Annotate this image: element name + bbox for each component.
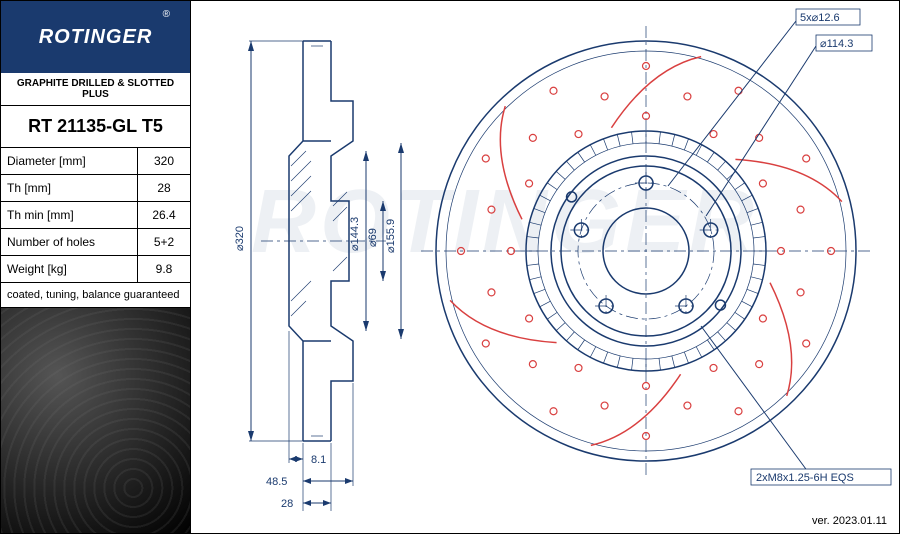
dim-outer-diameter: ⌀320 <box>234 226 246 251</box>
dim-thickness: 28 <box>281 498 293 510</box>
product-notes: coated, tuning, balance guaranteed <box>1 283 190 308</box>
brand-name: ROTINGER <box>39 26 153 49</box>
technical-drawing: ROTINGER <box>191 1 899 533</box>
label-bolt-pattern: 5x⌀12.6 <box>800 12 840 24</box>
spec-label: Diameter [mm] <box>1 148 138 174</box>
part-number: RT 21135-GL T5 <box>1 106 190 148</box>
spec-panel: ROTINGER ® GRAPHITE DRILLED & SLOTTED PL… <box>1 1 191 533</box>
spec-row: Diameter [mm]320 <box>1 148 190 175</box>
product-photo <box>1 308 190 533</box>
spec-label: Th [mm] <box>1 175 138 201</box>
drawing-svg: ⌀320 ⌀144.3 ⌀69 ⌀155.9 <box>191 1 900 533</box>
label-threads: 2xM8x1.25-6H EQS <box>756 472 854 484</box>
spec-label: Th min [mm] <box>1 202 138 228</box>
spec-row: Weight [kg]9.8 <box>1 256 190 283</box>
dim-d144: ⌀144.3 <box>349 217 361 251</box>
brand-logo: ROTINGER ® <box>1 1 190 73</box>
version-label: ver. 2023.01.11 <box>812 515 887 527</box>
dim-d155: ⌀155.9 <box>385 219 397 253</box>
spec-value: 9.8 <box>138 256 190 282</box>
product-subtitle: GRAPHITE DRILLED & SLOTTED PLUS <box>1 73 190 106</box>
side-view: ⌀320 ⌀144.3 ⌀69 ⌀155.9 <box>234 41 404 511</box>
spec-label: Weight [kg] <box>1 256 138 282</box>
spec-label: Number of holes <box>1 229 138 255</box>
front-view: 5x⌀12.6 ⌀114.3 2xM8x1.25-6H EQS <box>421 9 891 485</box>
spec-value: 26.4 <box>138 202 190 228</box>
label-pcd: ⌀114.3 <box>820 38 853 50</box>
dim-d69: ⌀69 <box>367 228 379 247</box>
spec-row: Th min [mm]26.4 <box>1 202 190 229</box>
spec-row: Number of holes5+2 <box>1 229 190 256</box>
dim-offset: 8.1 <box>311 454 326 466</box>
brand-reg: ® <box>163 9 170 20</box>
spec-value: 320 <box>138 148 190 174</box>
spec-row: Th [mm]28 <box>1 175 190 202</box>
spec-value: 28 <box>138 175 190 201</box>
dim-height: 48.5 <box>266 476 287 488</box>
spec-value: 5+2 <box>138 229 190 255</box>
